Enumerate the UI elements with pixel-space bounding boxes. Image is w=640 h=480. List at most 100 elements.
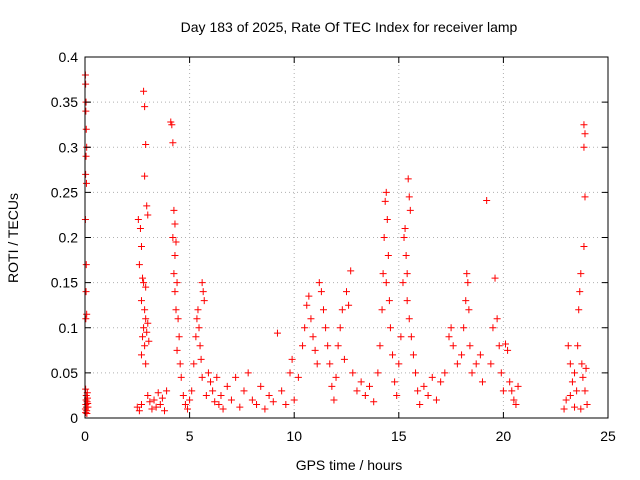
data-point (574, 342, 582, 350)
data-point (399, 279, 407, 287)
data-point (142, 141, 150, 149)
data-point (576, 288, 584, 296)
data-point (466, 342, 474, 350)
data-point (309, 333, 317, 341)
data-point (378, 306, 386, 314)
x-tick-label: 25 (600, 428, 616, 444)
data-point (261, 405, 269, 413)
data-point (493, 315, 501, 323)
data-point (487, 360, 495, 368)
data-point (573, 387, 581, 395)
data-point (171, 220, 179, 228)
data-point (571, 369, 579, 377)
data-point (144, 391, 152, 399)
data-point (478, 378, 486, 386)
data-point (148, 405, 156, 413)
data-point (135, 261, 143, 269)
data-point (445, 333, 453, 341)
data-point (174, 315, 182, 323)
data-point (577, 405, 585, 413)
data-point (414, 387, 422, 395)
data-point (150, 396, 158, 404)
data-point (236, 403, 244, 411)
data-point (152, 403, 160, 411)
data-point (326, 360, 334, 368)
data-point (458, 351, 466, 359)
data-point (379, 270, 387, 278)
data-point (403, 270, 411, 278)
data-point (169, 139, 177, 147)
data-point (508, 387, 516, 395)
data-point (391, 378, 399, 386)
data-point (386, 324, 394, 332)
data-point (294, 373, 302, 381)
data-point (441, 369, 449, 377)
data-point (512, 400, 520, 408)
data-point (343, 288, 350, 296)
data-point (179, 391, 187, 399)
data-point (82, 125, 90, 133)
data-point (265, 391, 273, 399)
data-point (581, 193, 589, 201)
data-point (393, 391, 401, 399)
data-point (460, 324, 468, 332)
data-point (582, 364, 590, 372)
data-point (176, 360, 184, 368)
data-point (353, 387, 361, 395)
data-point (145, 337, 153, 345)
data-point (581, 130, 589, 138)
y-axis-label: ROTI / TECUs (5, 193, 21, 283)
data-point (173, 279, 181, 287)
data-point (583, 400, 591, 408)
data-points (81, 71, 591, 417)
data-point (324, 342, 332, 350)
data-point (82, 170, 90, 178)
data-point (142, 315, 150, 323)
data-point (449, 342, 457, 350)
x-tick-label: 0 (81, 428, 89, 444)
data-point (273, 329, 281, 337)
data-point (158, 394, 166, 402)
x-tick-label: 5 (186, 428, 194, 444)
grid-lines (85, 57, 608, 418)
data-point (504, 346, 512, 354)
data-point (215, 400, 223, 408)
data-point (177, 373, 185, 381)
data-point (571, 403, 579, 411)
data-point (400, 234, 408, 241)
data-point (135, 407, 143, 415)
data-point (432, 396, 440, 404)
y-tick-label: 0.35 (51, 94, 78, 110)
data-point (465, 306, 473, 314)
data-point (248, 396, 256, 404)
data-point (405, 193, 413, 201)
data-point (349, 369, 357, 377)
data-point (428, 373, 436, 381)
x-tick-label: 15 (391, 428, 407, 444)
data-point (560, 405, 568, 413)
data-point (409, 351, 417, 359)
data-point (383, 215, 391, 223)
data-point (495, 342, 503, 350)
data-point (198, 279, 206, 287)
data-point (83, 310, 91, 318)
data-point (579, 373, 587, 381)
y-tick-label: 0.3 (59, 139, 79, 155)
data-point (489, 324, 497, 332)
data-point (200, 297, 208, 305)
data-point (227, 396, 235, 404)
data-point (198, 373, 206, 381)
data-point (269, 398, 277, 406)
data-point (575, 306, 583, 314)
data-point (202, 391, 210, 399)
data-point (397, 333, 405, 341)
data-point (389, 351, 397, 359)
data-point (382, 188, 390, 196)
data-point (184, 405, 192, 413)
data-point (580, 143, 588, 151)
data-point (313, 360, 321, 368)
data-point (209, 387, 217, 395)
data-point (578, 360, 586, 368)
data-point (581, 387, 589, 395)
data-point (299, 342, 307, 350)
